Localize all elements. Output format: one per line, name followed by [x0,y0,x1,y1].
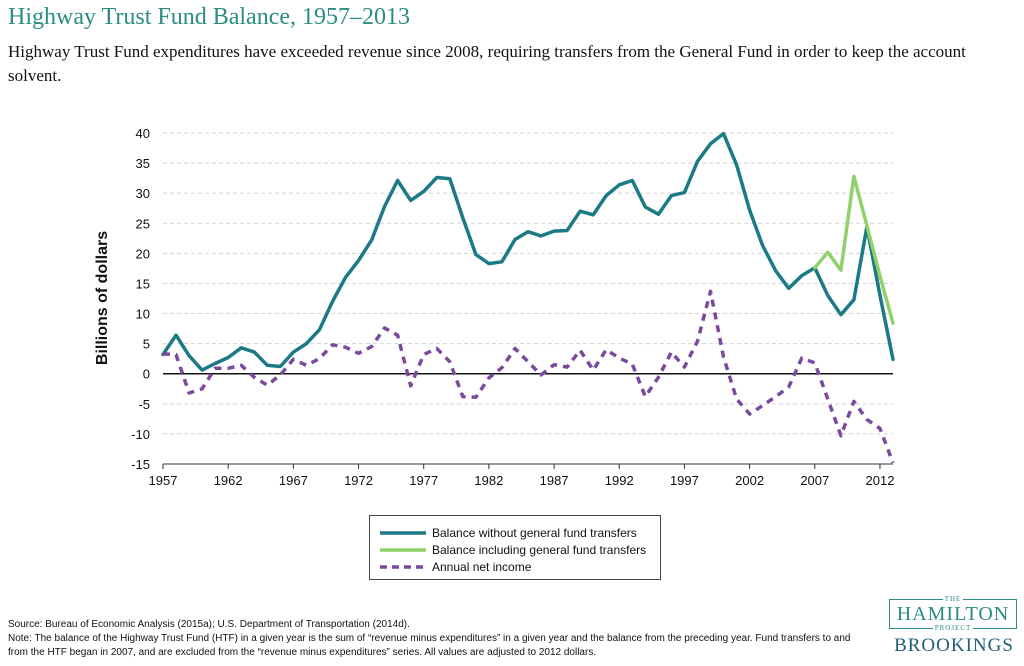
chart-title: Highway Trust Fund Balance, 1957–2013 [8,4,410,30]
y-tick-label: 15 [136,276,150,291]
legend-item-annual-net-income: Annual net income [380,558,531,575]
y-tick-label: 10 [136,307,150,322]
hamilton-logo-frame: THE HAMILTON PROJECT [889,595,1017,632]
legend-swatch-balance-without [380,530,426,535]
legend-label: Balance without general fund transfers [432,525,637,540]
y-tick-label: 40 [136,126,150,141]
chart-legend: Balance without general fund transfers B… [369,515,661,580]
x-tick-label: 1997 [670,473,699,488]
logo-hamilton-text: HAMILTON [896,603,1010,625]
y-tick-label: 30 [136,186,150,201]
y-tick-label: -15 [131,457,150,472]
x-tick-label: 2007 [800,473,829,488]
source-note: Source: Bureau of Economic Analysis (201… [8,619,410,630]
x-tick-label: 1957 [149,473,178,488]
x-tick-label: 1982 [474,473,503,488]
logo-project-text: PROJECT [932,624,974,632]
legend-item-balance-without: Balance without general fund transfers [380,524,637,541]
logo-the-text: THE [942,595,964,603]
series-lines [161,131,895,464]
legend-label: Annual net income [432,559,532,574]
x-tick-label: 1967 [279,473,308,488]
y-tick-label: 5 [143,337,150,352]
y-tick-label: 20 [136,246,150,261]
x-tick-label: 1987 [540,473,569,488]
x-tick-label: 2012 [866,473,895,488]
chart-subtitle: Highway Trust Fund expenditures have exc… [8,42,966,85]
legend-item-balance-including: Balance including general fund transfers [380,541,646,558]
x-tick-label: 1962 [214,473,243,488]
x-tick-label: 1992 [605,473,634,488]
x-tick-label: 1977 [409,473,438,488]
series-line-2 [813,174,895,325]
hamilton-project-brookings-logo: THE HAMILTON PROJECT BROOKINGS [887,595,1021,659]
methodology-note: Note: The balance of the Highway Trust F… [8,633,851,658]
legend-label: Balance including general fund transfers [432,542,647,557]
y-tick-label: 0 [143,367,150,382]
grid-lines [163,132,893,435]
logo-brookings-text: BROOKINGS [894,635,1014,656]
series-line-1 [161,131,895,372]
x-tick-label: 1972 [344,473,373,488]
y-tick-label: -5 [138,397,150,412]
y-tick-label: 25 [136,216,150,231]
footnote: Source: Bureau of Economic Analysis (201… [8,618,858,660]
legend-swatch-annual-net-income [380,564,426,569]
y-axis-label: Billions of dollars [94,231,111,365]
series-line-3 [162,289,895,464]
legend-swatch-balance-including [380,547,426,552]
axes: -15 -10 -5 0 5 10 15 20 25 30 35 40 1957 1962 1967 1972… [131,126,894,488]
x-tick-label: 2002 [735,473,764,488]
y-tick-label: -10 [131,427,150,442]
y-tick-label: 35 [136,156,150,171]
